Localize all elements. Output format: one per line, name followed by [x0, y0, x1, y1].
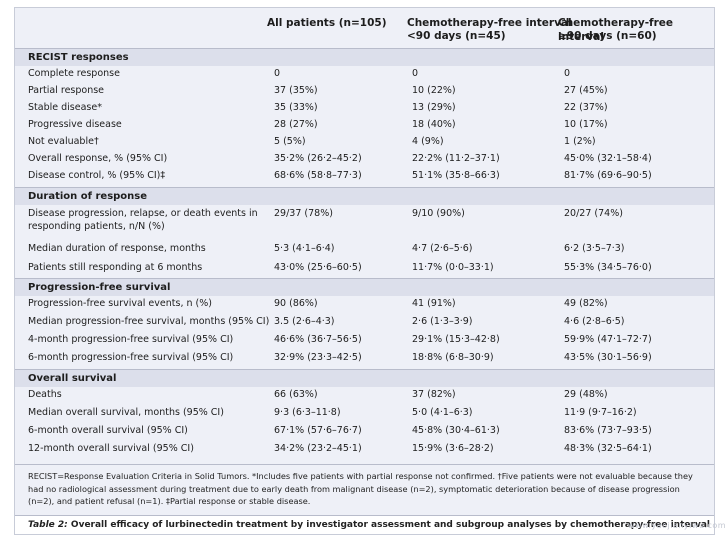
caption-label: Table 2:	[28, 520, 68, 530]
col-header-all: All patients (n=105)	[267, 17, 387, 29]
caption-text: Overall efficacy of lurbinectedin treatm…	[70, 520, 710, 530]
section-header-recist: RECIST responses	[15, 48, 714, 66]
section-header-os: Overall survival	[15, 369, 714, 387]
section-header-pfs: Progression-free survival	[15, 278, 714, 296]
footnote: RECIST=Response Evaluation Criteria in S…	[28, 471, 693, 506]
watermark: www.yaojianyiwu.com	[628, 521, 727, 530]
table-panel: All patients (n=105) Chemotherapy-free i…	[14, 7, 715, 535]
col-header-cfi-long-line2: ≥90 days (n=60)	[558, 30, 657, 42]
col-header-cfi-short-line1: Chemotherapy-free interval	[407, 17, 572, 29]
col-header-cfi-long-line1: Chemotherapy-free interval	[558, 17, 674, 43]
section-header-duration: Duration of response	[15, 187, 714, 205]
footnote-divider	[15, 464, 714, 465]
col-header-cfi-short-line2: <90 days (n=45)	[407, 30, 506, 42]
table-header: All patients (n=105) Chemotherapy-free i…	[15, 8, 714, 46]
table-caption: Table 2: Overall efficacy of lurbinected…	[15, 515, 714, 534]
